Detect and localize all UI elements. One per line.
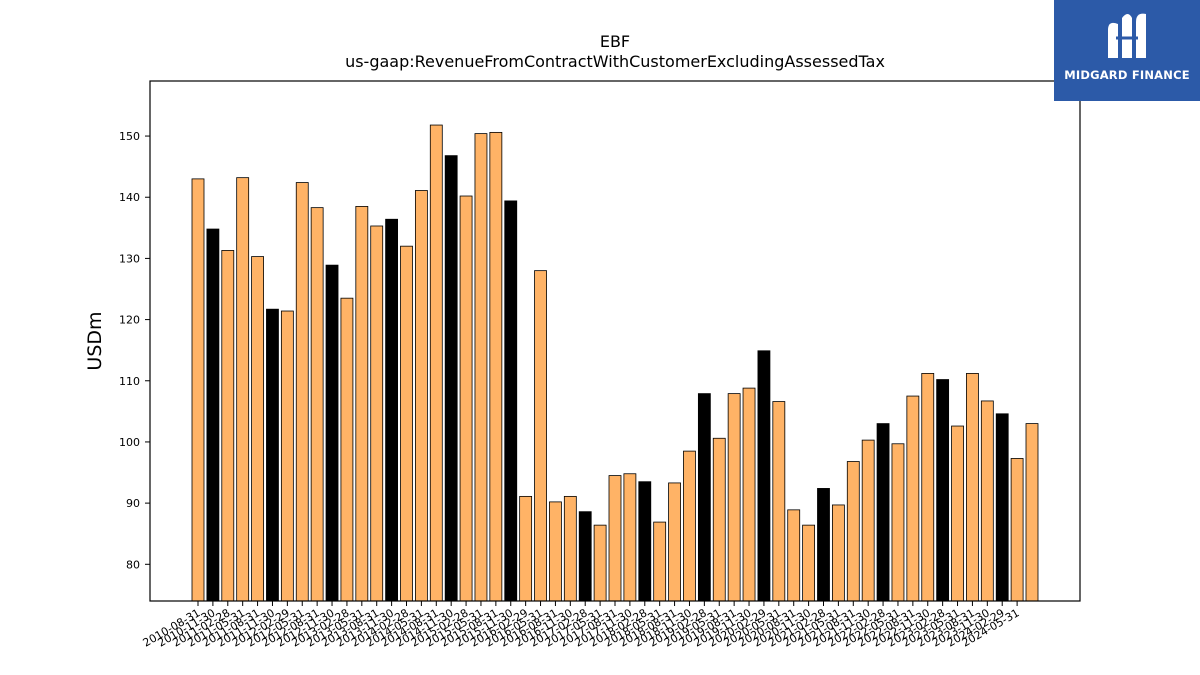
bar [549,501,562,602]
bar [221,250,235,602]
y-tick-label: 110 [119,375,140,388]
chart-title: EBF [599,32,631,51]
bar [191,178,205,602]
y-tick-label: 140 [119,191,140,204]
y-tick-label: 150 [119,130,140,143]
bar [995,413,1009,602]
bar [787,509,801,602]
y-tick-label: 80 [126,558,140,571]
bar [400,245,413,602]
bar [802,524,816,602]
bar [697,393,711,602]
bar [980,400,994,602]
bar [236,177,250,602]
bar [742,387,756,602]
y-tick-label: 120 [119,314,140,327]
bar [683,450,696,602]
bar [876,423,890,602]
bar [757,350,771,602]
bar [817,488,830,602]
bar [474,133,488,602]
bar [325,264,339,602]
bar [846,461,860,602]
bar [1010,458,1024,602]
bar [951,425,964,602]
bar [251,256,264,602]
y-tick-label: 90 [126,497,140,510]
bar [504,200,518,602]
bar [444,155,458,602]
bar [861,439,875,602]
bar [489,131,503,602]
bar [534,270,547,602]
brand-logo-text: MIDGARD FINANCE [1064,68,1190,82]
bar [340,297,354,602]
bar [906,395,920,602]
bar [638,481,652,602]
bar [593,524,607,602]
bar [429,124,443,602]
bar [414,190,428,602]
bar [831,504,845,602]
bar [578,511,592,602]
bar [772,401,786,602]
bar [355,206,369,602]
bar [385,218,399,602]
bar [280,310,294,602]
bar [936,379,950,602]
bar [459,195,473,602]
bar [623,473,637,602]
bar [653,521,667,602]
midgard-finance-logo-icon [1108,13,1146,58]
y-tick-label: 130 [119,252,140,265]
bar [563,495,577,602]
bar [966,373,979,602]
bar [727,393,741,602]
y-axis-label: USDm [84,311,106,370]
bar [206,228,220,602]
y-tick-label: 100 [119,436,140,449]
bar [891,443,905,602]
bar [519,495,533,602]
bar [370,225,384,602]
bar [310,207,324,602]
brand-logo: MIDGARD FINANCE [1054,0,1200,101]
bar [712,437,726,602]
bar [608,475,622,602]
bar [921,373,935,602]
bar [668,482,681,602]
bar [295,182,309,602]
bar [266,308,279,602]
bar [1025,423,1039,602]
chart-subtitle: us-gaap:RevenueFromContractWithCustomerE… [345,52,885,71]
